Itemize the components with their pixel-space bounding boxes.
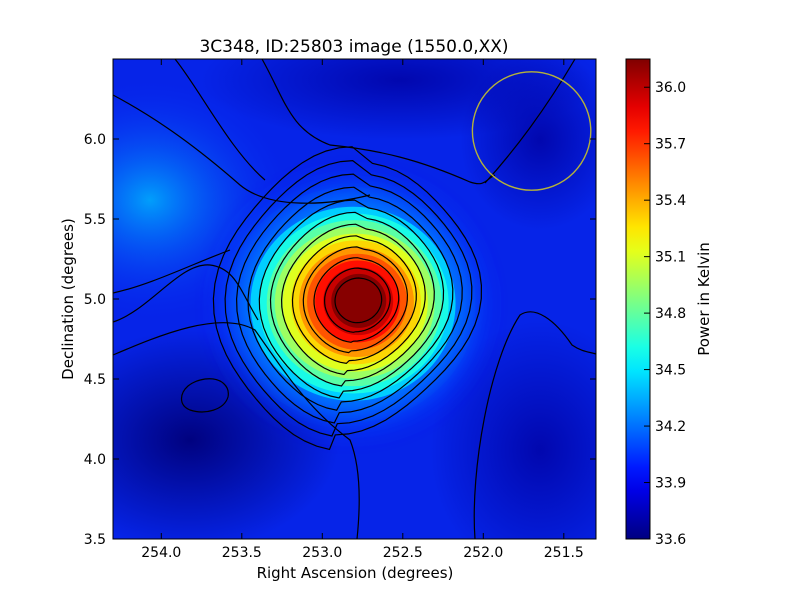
x-tick-label: 253.0 bbox=[302, 545, 342, 561]
colorbar-tick-label: 33.6 bbox=[655, 532, 686, 548]
low-region-lower-right bbox=[430, 320, 596, 539]
chart-title: 3C348, ID:25803 image (1550.0,XX) bbox=[199, 37, 508, 57]
source-contour bbox=[302, 246, 409, 354]
contour-line bbox=[180, 378, 229, 413]
colorbar-frame bbox=[625, 58, 651, 540]
y-tick-label: 4.5 bbox=[84, 372, 106, 388]
y-tick-label: 4.0 bbox=[84, 452, 106, 468]
beam-circle bbox=[471, 71, 592, 191]
source-contour bbox=[313, 257, 400, 343]
colorbar-tick-label: 34.2 bbox=[655, 419, 686, 435]
y-tick-label: 5.0 bbox=[84, 292, 106, 308]
source-contour bbox=[323, 267, 391, 333]
colorbar-tick-label: 36.0 bbox=[655, 80, 686, 96]
source-contour bbox=[235, 173, 463, 424]
source-contour bbox=[291, 235, 417, 365]
contour-line bbox=[261, 59, 496, 185]
colorbar-ticks: 33.6 33.9 34.2 34.5 34.8 35.1 35.4 35.7 36.0 bbox=[644, 80, 686, 548]
colorbar: 33.6 33.9 34.2 34.5 34.8 35.1 35.4 35.7 36.0 Pow… bbox=[625, 58, 713, 548]
y-tick-label: 6.0 bbox=[84, 132, 106, 148]
contour-line bbox=[113, 249, 231, 294]
x-tick-label: 251.5 bbox=[544, 545, 584, 561]
source-contour bbox=[334, 277, 383, 324]
colorbar-tick-label: 33.9 bbox=[655, 476, 686, 492]
colorbar-label: Power in Kelvin bbox=[695, 242, 713, 356]
colorbar-tick-label: 34.8 bbox=[655, 306, 686, 322]
source-contour bbox=[224, 159, 473, 437]
x-tick-label: 253.5 bbox=[222, 545, 262, 561]
source-emission bbox=[226, 186, 477, 423]
contour-line bbox=[113, 322, 360, 539]
source-contour bbox=[247, 186, 454, 411]
x-axis-label: Right Ascension (degrees) bbox=[257, 564, 454, 582]
contour-line bbox=[113, 94, 371, 204]
source-contour bbox=[258, 199, 445, 399]
y-axis-label: Declination (degrees) bbox=[59, 218, 77, 380]
contour-line bbox=[113, 264, 259, 323]
heatmap-image bbox=[113, 59, 596, 539]
colorbar-gradient bbox=[626, 59, 650, 539]
colorbar-tick-label: 35.7 bbox=[655, 137, 686, 153]
y-axis: 3.5 4.0 4.5 5.0 5.5 6.0 bbox=[84, 132, 596, 548]
contour-lines bbox=[113, 59, 596, 539]
source-level-band bbox=[331, 273, 387, 328]
x-axis: 254.0 253.5 253.0 252.5 252.0 251.5 bbox=[141, 59, 584, 561]
source-contour bbox=[212, 146, 483, 451]
colorbar-tick-label: 35.1 bbox=[655, 250, 686, 266]
x-tick-label: 254.0 bbox=[141, 545, 181, 561]
contour-line bbox=[174, 59, 266, 181]
low-region-upper-right bbox=[460, 59, 596, 230]
x-tick-label: 252.5 bbox=[383, 545, 423, 561]
source-contour bbox=[269, 211, 435, 387]
colorbar-tick-label: 35.4 bbox=[655, 193, 686, 209]
source-contour bbox=[280, 223, 426, 376]
y-tick-label: 5.5 bbox=[84, 212, 106, 228]
colorbar-tick-label: 34.5 bbox=[655, 363, 686, 379]
contour-line bbox=[473, 311, 596, 539]
y-tick-label: 3.5 bbox=[84, 532, 106, 548]
contour-line bbox=[484, 59, 576, 184]
x-tick-label: 252.0 bbox=[463, 545, 503, 561]
